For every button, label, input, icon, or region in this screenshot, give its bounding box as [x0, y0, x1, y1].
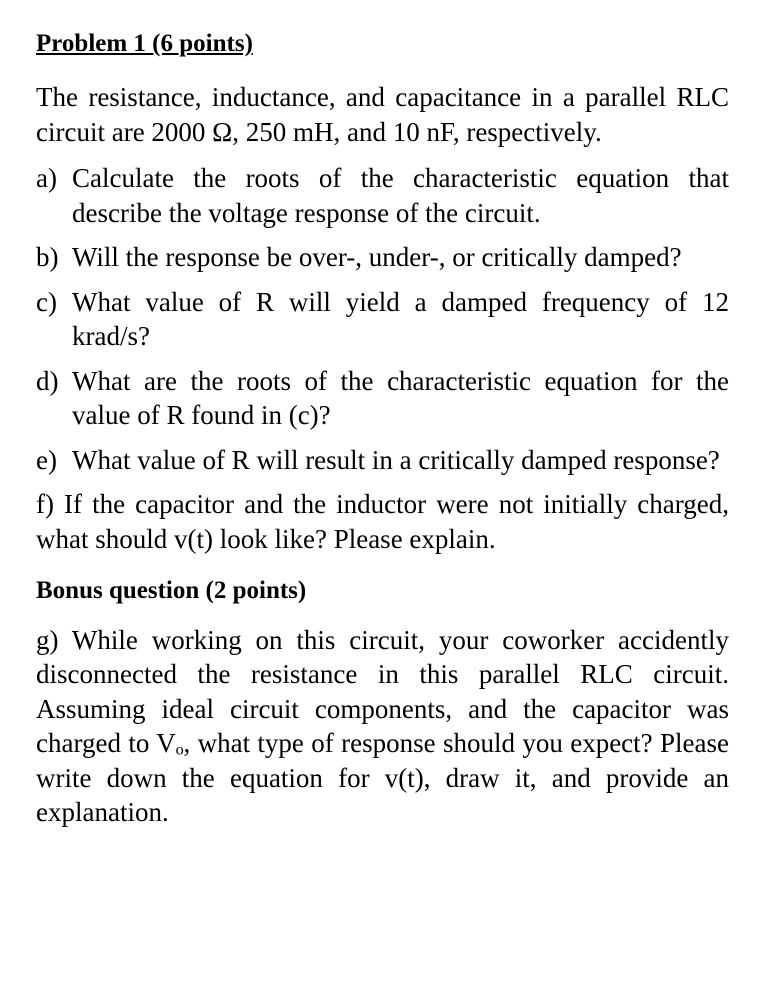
question-label: e) — [36, 443, 72, 478]
question-text: What are the roots of the characteristic… — [72, 364, 729, 433]
problem-heading: Problem 1 (6 points) — [36, 28, 729, 60]
question-a: a) Calculate the roots of the characteri… — [36, 161, 729, 230]
question-f: f) If the capacitor and the inductor wer… — [36, 487, 729, 556]
question-text: Will the response be over-, under-, or c… — [72, 240, 729, 275]
question-e: e) What value of R will result in a crit… — [36, 443, 729, 478]
question-g: g) While working on this circuit, your c… — [36, 623, 729, 830]
question-label: c) — [36, 285, 72, 354]
question-c: c) What value of R will yield a damped f… — [36, 285, 729, 354]
problem-intro: The resistance, inductance, and capacita… — [36, 80, 729, 149]
question-list: a) Calculate the roots of the characteri… — [36, 161, 729, 556]
question-text: What value of R will result in a critica… — [72, 443, 729, 478]
bonus-heading: Bonus question (2 points) — [36, 575, 729, 607]
question-text: Calculate the roots of the characteristi… — [72, 161, 729, 230]
question-label: a) — [36, 161, 72, 230]
question-label: b) — [36, 240, 72, 275]
question-label: d) — [36, 364, 72, 433]
question-text: What value of R will yield a damped freq… — [72, 285, 729, 354]
question-b: b) Will the response be over-, under-, o… — [36, 240, 729, 275]
question-d: d) What are the roots of the characteris… — [36, 364, 729, 433]
